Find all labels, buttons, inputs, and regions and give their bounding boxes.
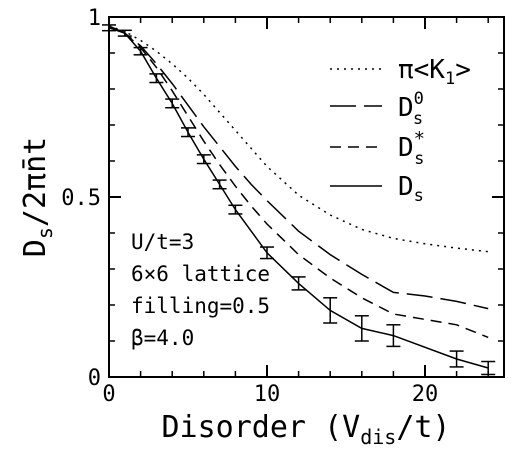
x-axis-label-sub: dis: [360, 425, 396, 449]
legend-label-Ds0-sub: s: [413, 109, 423, 129]
series-line-Ds0: [108, 25, 489, 310]
error-bar: [291, 276, 306, 291]
annotation-line-3: filling=0.5: [131, 294, 270, 318]
legend-label-Dsstar: D* s: [398, 128, 425, 169]
legend-label-Dsstar-sup: *: [414, 128, 425, 150]
legend-label-piK1-end: >: [455, 55, 471, 85]
x-tick-label: 10: [254, 382, 281, 407]
annotation-line-1: U/t=3: [131, 230, 194, 254]
annotation-line-2: 6×6 lattice: [131, 262, 270, 286]
series-line-Dsstar: [108, 25, 489, 339]
legend-label-Ds: Ds: [398, 172, 424, 206]
legend-label-Ds0-sup: 0: [414, 89, 424, 109]
legend-label-Dsstar-sub: s: [414, 149, 424, 169]
error-bar: [149, 73, 164, 84]
y-axis-label-sub: s: [33, 227, 57, 239]
x-tick-label: 20: [412, 382, 439, 407]
error-bar: [386, 324, 401, 348]
y-tick-label: 0: [88, 366, 101, 391]
legend-label-Ds-sub: s: [414, 186, 424, 206]
x-tick-label: 0: [102, 382, 115, 407]
error-bar: [260, 246, 274, 260]
y-tick-label: 1: [88, 6, 101, 31]
x-axis-label-end: /t): [396, 410, 450, 445]
error-bar: [133, 46, 148, 56]
x-axis-label: Disorder (Vdis/t): [162, 410, 451, 449]
y-axis-label-end: /2πn̄t: [18, 137, 53, 227]
error-bar: [181, 127, 195, 138]
parameter-annotation: U/t=3 6×6 lattice filling=0.5 β=4.0: [131, 230, 270, 350]
series-line-piK1: [108, 25, 489, 253]
error-bar: [354, 315, 369, 342]
legend: π<K1> D0 s D* s Ds: [330, 55, 471, 206]
error-bar: [212, 179, 227, 190]
error-bar: [117, 29, 132, 37]
plot-frame: [108, 16, 505, 378]
error-bar: [165, 98, 180, 109]
legend-label-Ds0: D0 s: [398, 89, 424, 129]
annotation-line-4: β=4.0: [131, 326, 194, 350]
series-layer: [102, 24, 496, 376]
error-bar: [228, 204, 243, 215]
y-axis-label: Ds/2πn̄t: [18, 137, 57, 257]
series-line-Ds: [108, 27, 489, 369]
error-bar: [323, 297, 338, 324]
y-tick-label: 0.5: [61, 186, 101, 211]
error-bar: [196, 154, 211, 165]
error-bar: [449, 350, 464, 368]
legend-label-piK1-sub: 1: [445, 69, 455, 89]
legend-label-piK1: π<K1>: [398, 55, 471, 89]
